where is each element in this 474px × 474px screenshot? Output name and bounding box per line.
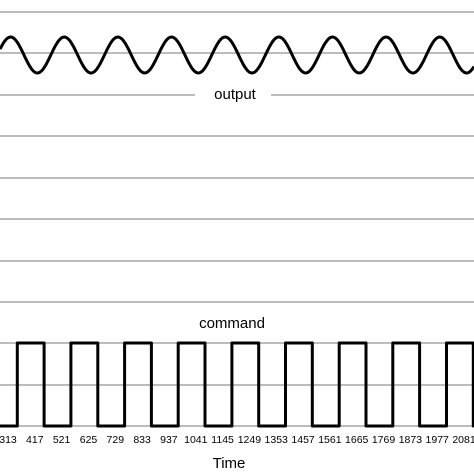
x-tick-label-1873: 1873 bbox=[399, 434, 423, 446]
x-tick-labels: 313 417 521 625 729 833 937 1041 1145 1249 1353 145… bbox=[0, 434, 474, 446]
command-series-label: command bbox=[199, 315, 265, 332]
x-tick-label-417: 417 bbox=[26, 434, 44, 446]
x-tick-label-2081: 2081 bbox=[452, 434, 474, 446]
x-tick-label-1561: 1561 bbox=[318, 434, 342, 446]
output-series-line bbox=[0, 35, 474, 75]
x-tick-label-1665: 1665 bbox=[345, 434, 369, 446]
x-tick-label-833: 833 bbox=[133, 434, 151, 446]
x-tick-label-937: 937 bbox=[160, 434, 178, 446]
x-tick-label-1249: 1249 bbox=[238, 434, 262, 446]
x-tick-label-1145: 1145 bbox=[211, 434, 234, 446]
x-tick-label-1977: 1977 bbox=[426, 434, 450, 446]
x-tick-label-313: 313 bbox=[0, 434, 17, 446]
x-tick-label-625: 625 bbox=[80, 434, 98, 446]
x-tick-label-1769: 1769 bbox=[372, 434, 396, 446]
x-axis-label: Time bbox=[213, 455, 246, 472]
x-tick-label-521: 521 bbox=[53, 434, 71, 446]
output-series-label: output bbox=[214, 86, 257, 103]
x-tick-label-1353: 1353 bbox=[265, 434, 289, 446]
x-tick-label-1457: 1457 bbox=[291, 434, 315, 446]
command-series-line bbox=[0, 341, 474, 428]
output-label-backdrop bbox=[195, 84, 271, 104]
x-tick-label-1041: 1041 bbox=[184, 434, 208, 446]
x-tick-label-729: 729 bbox=[107, 434, 125, 446]
